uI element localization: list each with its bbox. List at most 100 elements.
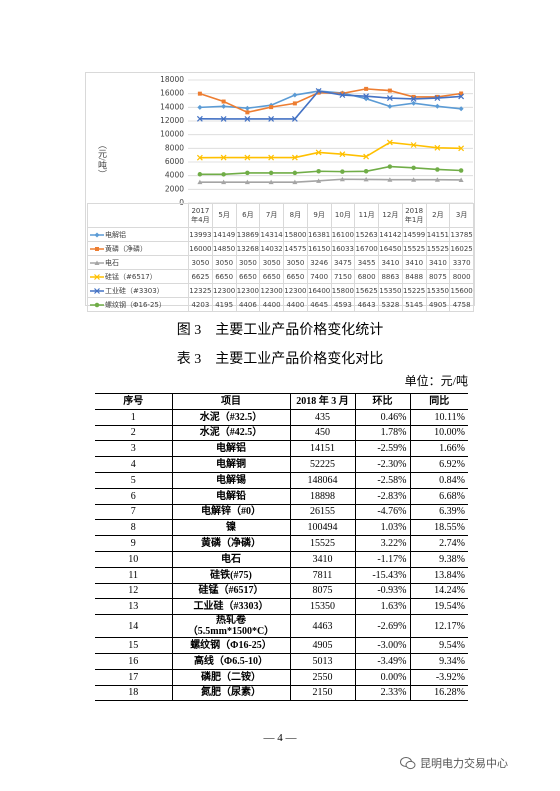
series-line xyxy=(199,90,462,120)
marker xyxy=(268,170,274,176)
marker xyxy=(458,93,465,100)
legend-label: 电解铝 xyxy=(105,230,126,239)
marker xyxy=(221,103,227,109)
table-row: 17 磷肥（二铵） 2550 0.00% -3.92% xyxy=(95,669,468,686)
table-cell: -0.93% xyxy=(354,583,411,600)
table-row: 16 高线（Φ6.5-10） 5013 -3.49% 9.34% xyxy=(95,653,468,670)
marker xyxy=(220,154,227,161)
table-row: 5 电解锡 148064 -2.58% 0.84% xyxy=(95,472,468,489)
data-cell: 4643 xyxy=(354,297,379,312)
table-cell: -15.43% xyxy=(354,567,411,584)
table-cell: 14 xyxy=(95,614,173,639)
data-cell: 13785 xyxy=(449,227,474,242)
legend-label: 黄磷（净磷） xyxy=(105,244,147,253)
table-cell: 15 xyxy=(95,637,173,654)
data-cell: 16033 xyxy=(330,241,356,256)
y-tick-label: 6000 xyxy=(165,157,184,166)
marker xyxy=(363,153,370,160)
legend-entry: 电解铝 xyxy=(87,227,189,242)
table-cell: 镍 xyxy=(171,519,291,537)
legend-entry: 硅锰（#6517） xyxy=(87,269,189,284)
table-cell: 13 xyxy=(95,598,173,616)
data-cell: 14575 xyxy=(283,241,308,256)
marker xyxy=(387,177,393,182)
header-cell: 环比 xyxy=(354,393,411,410)
data-cell: 14599 xyxy=(401,227,427,242)
table-cell: 黄磷（净磷） xyxy=(171,535,291,552)
data-cell: 4406 xyxy=(235,297,261,312)
marker xyxy=(196,115,203,122)
table-cell: -3.49% xyxy=(354,653,411,670)
table-cell: 0.46% xyxy=(354,409,411,426)
data-cell: 16100 xyxy=(330,227,356,242)
data-cell: 4758 xyxy=(449,297,474,312)
x-tick-label: 9月 xyxy=(306,203,332,228)
table-cell: 氮肥（尿素） xyxy=(171,685,291,702)
data-cell: 12300 xyxy=(283,283,308,298)
page-number: — 4 — xyxy=(263,732,297,744)
y-tick-label: 12000 xyxy=(160,116,184,125)
series-row: 电解铝 13993 14149 13869 14314 15800 16381 16100 15… xyxy=(87,227,474,242)
data-cell: 15525 xyxy=(401,241,427,256)
table-cell: 8 xyxy=(95,519,173,537)
table-row: 4 电解铜 52225 -2.30% 6.92% xyxy=(95,456,468,473)
data-cell: 4400 xyxy=(283,297,308,312)
legend-key xyxy=(90,273,104,280)
marker xyxy=(387,164,393,169)
marker xyxy=(410,96,417,102)
table-cell: 15525 xyxy=(289,535,356,552)
data-cell: 8488 xyxy=(401,269,427,284)
table-cell: 电解铅 xyxy=(171,488,291,505)
table-row: 2 水泥（#42.5） 450 1.78% 10.00% xyxy=(95,425,468,442)
y-tick-label: 14000 xyxy=(160,102,184,111)
table-row: 1 水泥（#32.5） 435 0.46% 10.11% xyxy=(95,409,468,426)
data-cell: 6650 xyxy=(235,269,261,284)
data-cell: 16025 xyxy=(449,241,474,256)
y-axis-label: （元/吨） xyxy=(97,140,107,179)
data-cell: 16150 xyxy=(306,241,332,256)
data-cell: 4195 xyxy=(211,297,237,312)
marker xyxy=(434,177,440,182)
marker xyxy=(363,176,369,182)
unit-label: 单位：元/吨 xyxy=(404,374,468,388)
table-cell: 100494 xyxy=(289,519,356,537)
table-cell: 52225 xyxy=(289,456,356,473)
marker xyxy=(339,151,346,158)
watermark-text: 昆明电力交易中心 xyxy=(420,757,508,770)
table-cell: 11 xyxy=(95,567,173,584)
marker xyxy=(411,165,416,171)
data-cell: 15800 xyxy=(283,227,308,242)
table-cell: -2.69% xyxy=(354,614,411,639)
table-cell: 5 xyxy=(95,472,173,489)
table-cell: 9 xyxy=(95,535,173,552)
table-cell: 15350 xyxy=(289,598,356,616)
marker xyxy=(244,154,251,161)
table-cell: 电解铝 xyxy=(171,440,291,458)
y-tick-label: 8000 xyxy=(165,143,184,152)
series-line xyxy=(199,178,462,183)
table-cell: 18.55% xyxy=(409,519,468,537)
legend-key xyxy=(90,302,104,307)
data-cell: 16381 xyxy=(306,227,332,242)
legend-label: 螺纹钢（Φ16-25） xyxy=(105,300,166,309)
table-cell: 7 xyxy=(95,504,173,521)
marker xyxy=(94,302,100,307)
marker xyxy=(94,260,100,265)
marker xyxy=(339,176,345,182)
data-cell: 3050 xyxy=(211,255,237,270)
data-cell: 13993 xyxy=(188,227,213,242)
marker xyxy=(244,179,250,185)
x-tick-label: 12月 xyxy=(378,203,403,228)
table-cell: 9.38% xyxy=(409,551,468,568)
category-row: 2017年4月 5月 6月 7月 8月 9月 10月 11月 12月 2018年1月 2月 3月 xyxy=(87,203,474,228)
x-tick-label: 10月 xyxy=(330,203,356,228)
marker xyxy=(291,154,298,161)
table-row: 18 氮肥（尿素） 2150 2.33% 16.28% xyxy=(95,685,468,702)
table-row: 8 镍 100494 1.03% 18.55% xyxy=(95,519,468,537)
marker xyxy=(363,93,370,100)
x-tick-label: 6月 xyxy=(235,203,261,228)
marker xyxy=(316,178,322,183)
legend-key xyxy=(90,246,104,251)
table-cell: 10 xyxy=(95,551,173,568)
data-cell: 4203 xyxy=(188,297,213,312)
